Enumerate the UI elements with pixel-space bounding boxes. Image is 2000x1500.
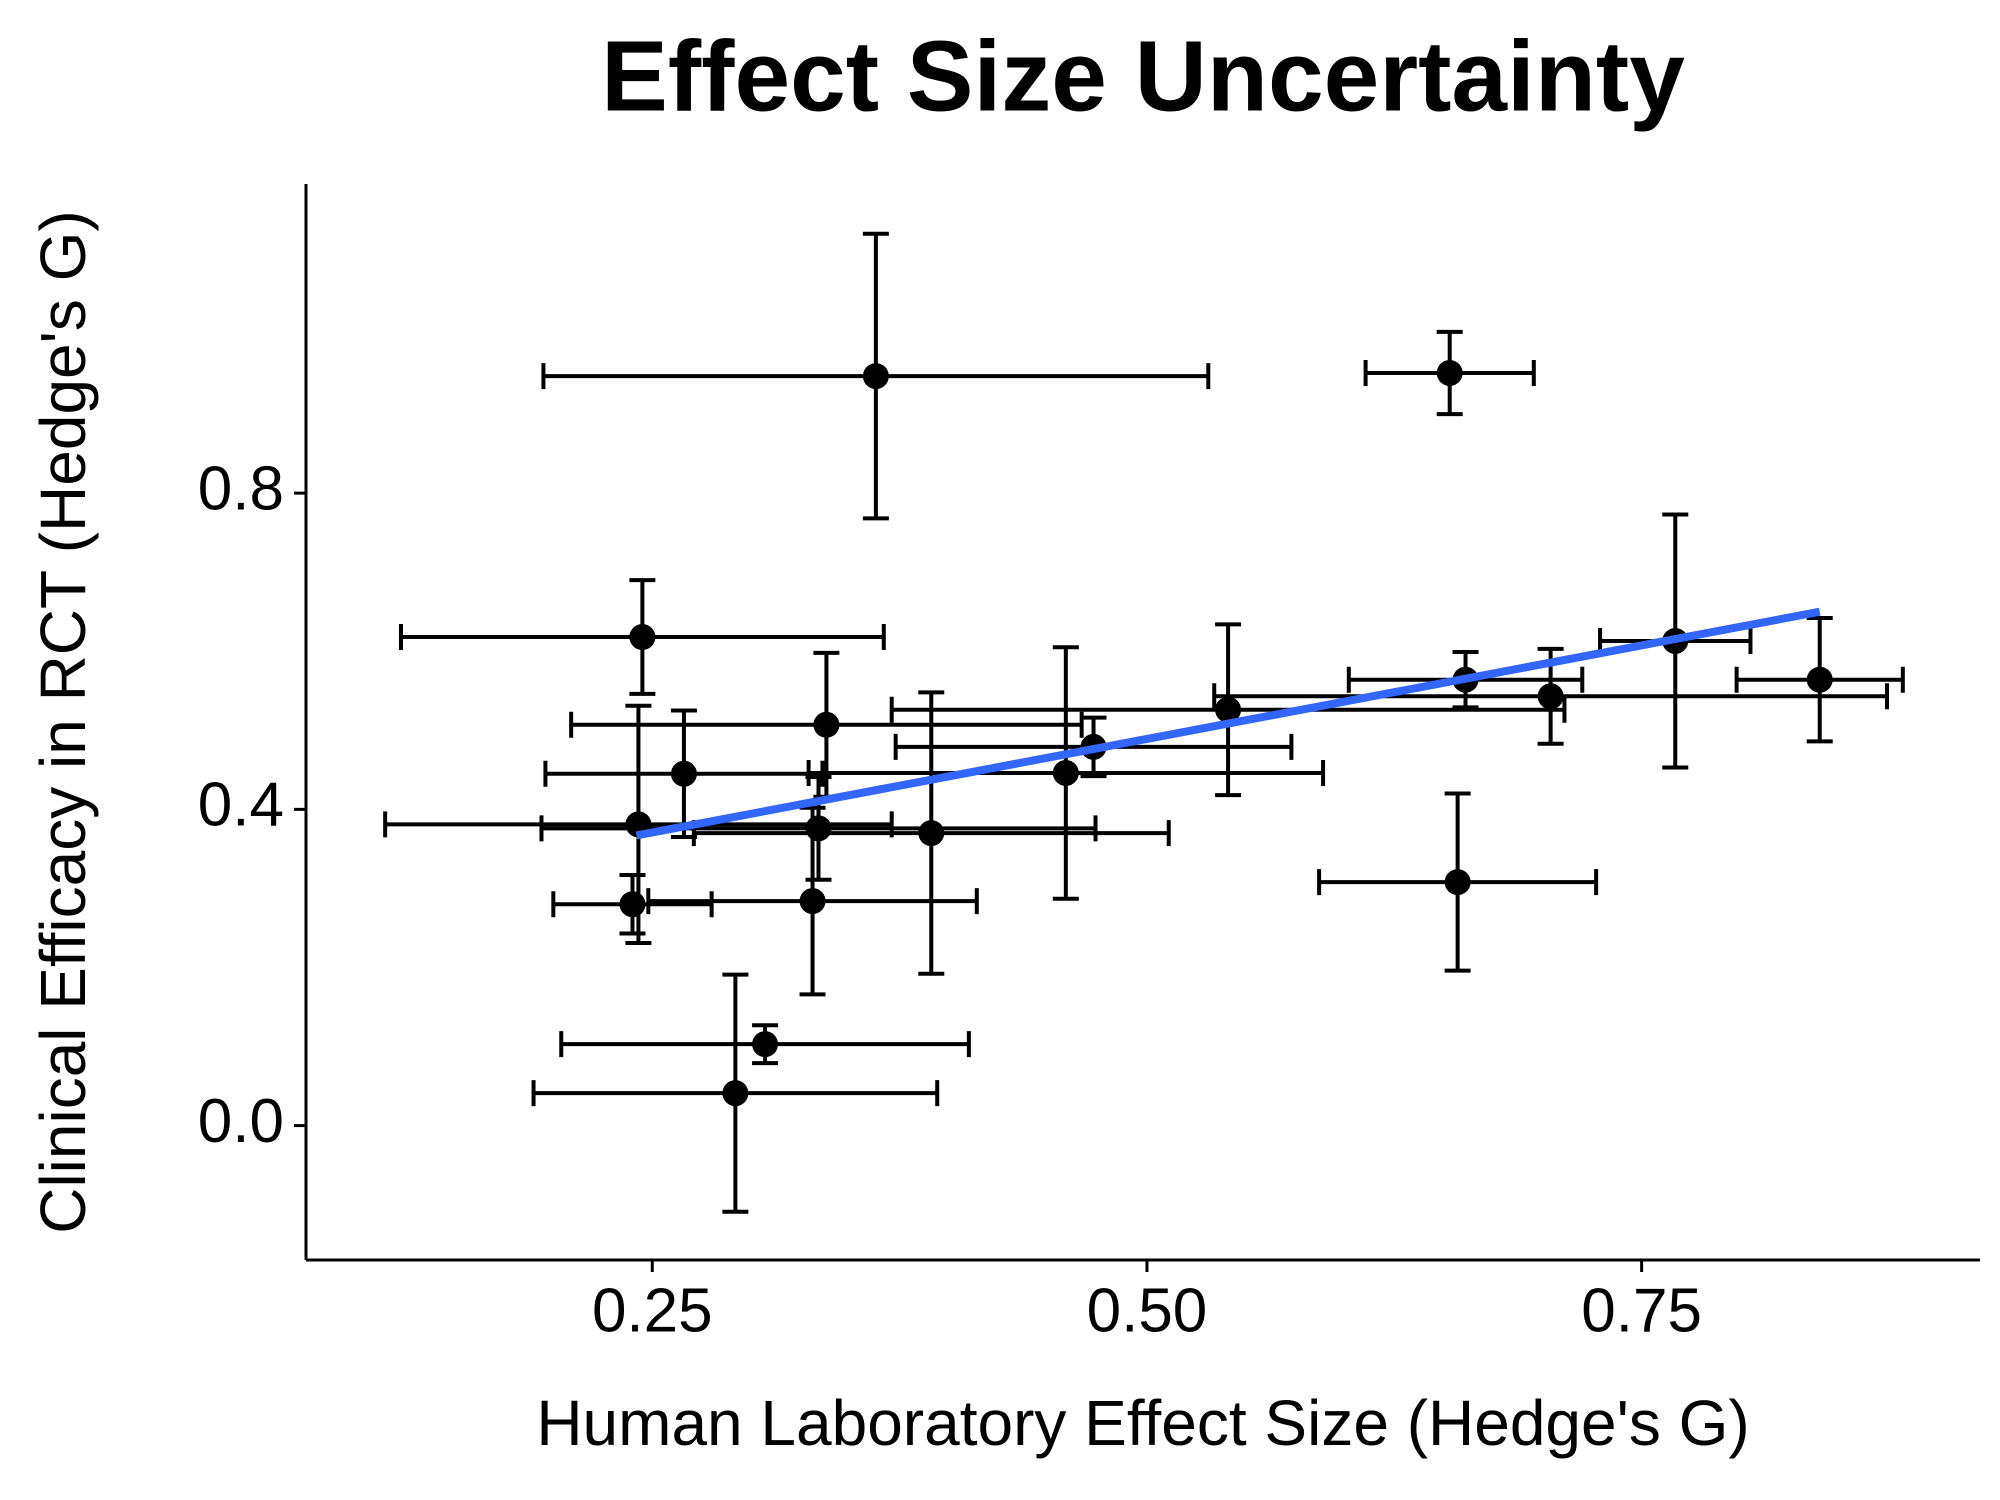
point [813, 711, 840, 738]
point [722, 1080, 749, 1107]
y-tick-label: 0.8 [198, 454, 284, 523]
trend-line [635, 607, 1821, 840]
chart-title: Effect Size Uncertainty [601, 20, 1685, 132]
x-tick-label: 0.75 [1581, 1276, 1702, 1345]
point [805, 815, 832, 842]
point [752, 1031, 779, 1058]
point [1444, 869, 1471, 896]
point [1537, 683, 1564, 710]
y-tick-label: 0.0 [198, 1087, 284, 1156]
point [918, 820, 945, 847]
point [1436, 359, 1463, 386]
point [1215, 696, 1242, 723]
x-axis-label: Human Laboratory Effect Size (Hedge's G) [536, 1387, 1749, 1459]
x-tick-label: 0.25 [592, 1276, 713, 1345]
point [1052, 759, 1079, 786]
x-tick-label: 0.50 [1087, 1276, 1208, 1345]
point [629, 624, 656, 651]
point [1806, 666, 1833, 693]
y-axis-label: Clinical Efficacy in RCT (Hedge's G) [27, 210, 99, 1234]
y-tick-label: 0.4 [198, 771, 284, 840]
point [799, 888, 826, 915]
point [670, 760, 697, 787]
point [862, 363, 889, 390]
point [619, 891, 646, 918]
